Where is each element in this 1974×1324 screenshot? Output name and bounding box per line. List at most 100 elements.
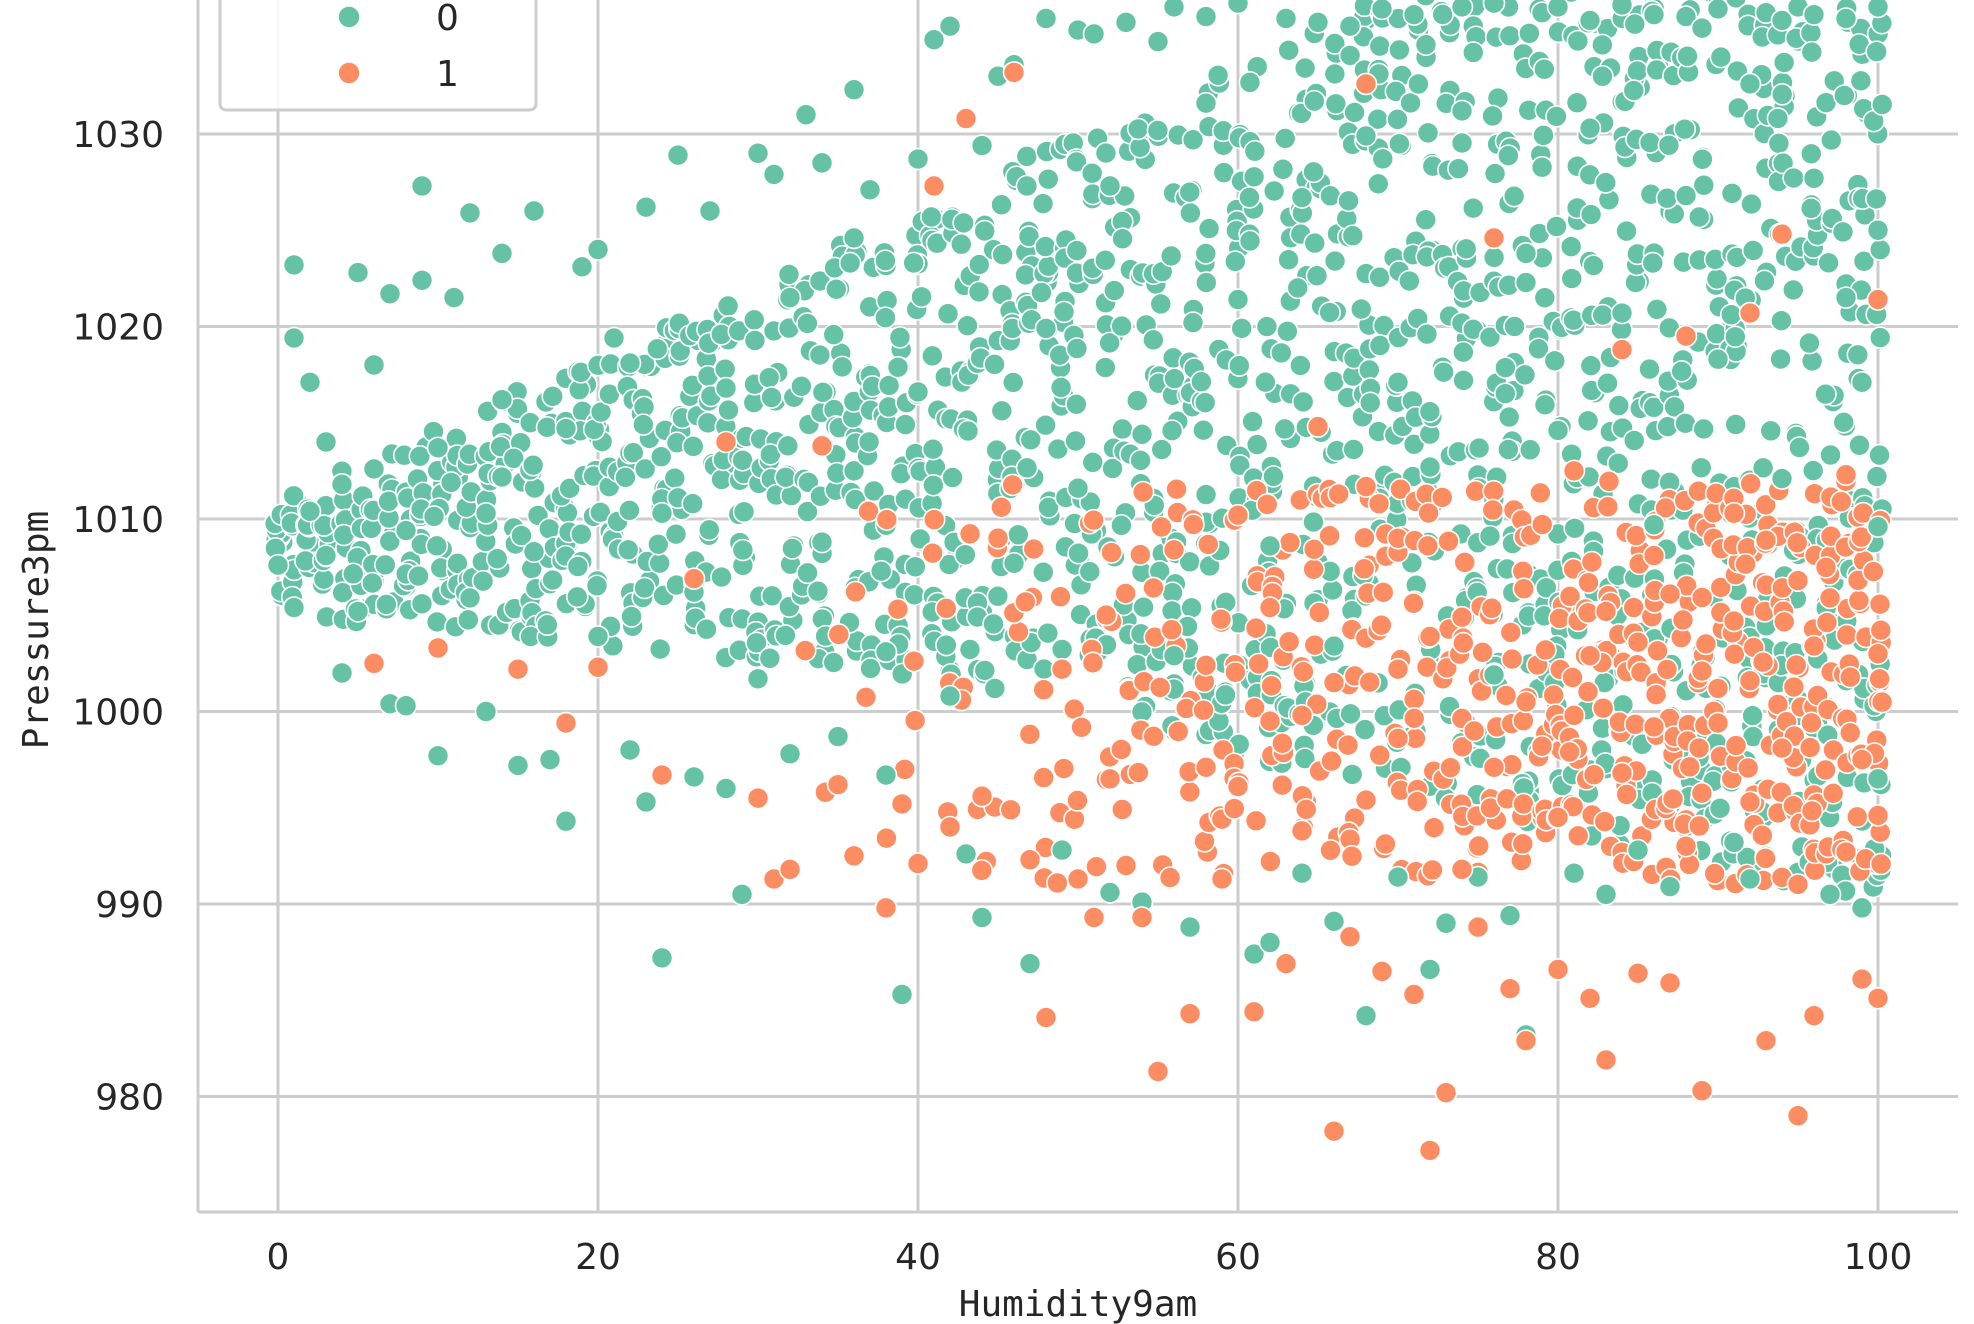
scatter-point-class-1 xyxy=(1194,653,1218,677)
scatter-point-class-0 xyxy=(890,983,914,1006)
scatter-point-class-0 xyxy=(408,444,432,468)
scatter-point-class-1 xyxy=(1258,709,1282,733)
scatter-point-class-0 xyxy=(1615,219,1638,243)
scatter-point-class-0 xyxy=(1111,227,1134,251)
scatter-point-class-0 xyxy=(745,631,768,655)
scatter-point-class-1 xyxy=(1182,513,1205,536)
scatter-point-class-1 xyxy=(1646,639,1669,663)
scatter-point-class-0 xyxy=(1461,196,1485,220)
scatter-point-class-0 xyxy=(1724,325,1747,349)
scatter-point-class-0 xyxy=(1030,281,1053,304)
scatter-point-class-0 xyxy=(1323,32,1347,55)
scatter-point-class-1 xyxy=(1302,557,1325,581)
scatter-point-class-0 xyxy=(796,500,819,523)
scatter-point-class-1 xyxy=(1371,581,1395,604)
scatter-point-class-0 xyxy=(717,398,740,422)
scatter-point-class-1 xyxy=(1453,551,1477,574)
scatter-point-class-0 xyxy=(602,326,626,350)
scatter-point-class-0 xyxy=(620,605,643,628)
scatter-point-class-0 xyxy=(1533,286,1557,310)
legend-marker xyxy=(337,61,361,85)
scatter-point-class-1 xyxy=(1014,590,1037,614)
scatter-point-class-0 xyxy=(902,251,925,275)
tick-labels: 0 20 40 60 80 100 980 990 1000 1010 1020 1030 xyxy=(72,115,1912,1278)
scatter-point-class-0 xyxy=(1078,560,1102,584)
scatter-point-class-0 xyxy=(1497,144,1520,167)
scatter-point-class-0 xyxy=(439,471,463,494)
scatter-point-class-0 xyxy=(1770,83,1794,106)
scatter-point-class-0 xyxy=(1192,418,1215,442)
scatter-point-class-1 xyxy=(1512,577,1536,601)
scatter-point-class-1 xyxy=(1158,866,1182,889)
scatter-point-class-0 xyxy=(1566,29,1590,53)
scatter-point-class-1 xyxy=(938,815,962,839)
scatter-point-class-1 xyxy=(903,709,927,732)
scatter-point-class-1 xyxy=(1244,616,1268,640)
scatter-point-class-0 xyxy=(1622,79,1646,102)
scatter-point-class-1 xyxy=(1178,1002,1202,1026)
scatter-point-class-1 xyxy=(1160,618,1183,642)
scatter-point-class-0 xyxy=(616,538,640,562)
scatter-point-class-1 xyxy=(1597,470,1621,493)
scatter-point-class-0 xyxy=(565,585,589,609)
scatter-point-class-0 xyxy=(877,374,901,397)
scatter-point-class-0 xyxy=(1276,320,1299,343)
scatter-point-class-0 xyxy=(1579,203,1603,226)
scatter-point-class-0 xyxy=(1759,419,1783,443)
scatter-point-class-0 xyxy=(1159,244,1183,268)
scatter-point-class-1 xyxy=(934,597,958,620)
scatter-point-class-1 xyxy=(970,859,994,882)
scatter-point-class-1 xyxy=(1405,790,1429,813)
scatter-point-class-0 xyxy=(1407,72,1430,96)
scatter-point-class-0 xyxy=(1037,496,1060,519)
scatter-point-class-0 xyxy=(1642,3,1666,26)
scatter-point-class-1 xyxy=(1002,61,1026,84)
scatter-point-class-1 xyxy=(1815,611,1839,634)
scatter-point-class-0 xyxy=(1864,187,1888,211)
scatter-point-class-1 xyxy=(1838,721,1862,745)
scatter-point-class-0 xyxy=(874,306,897,329)
scatter-point-class-0 xyxy=(1228,354,1251,377)
scatter-point-class-0 xyxy=(731,448,754,472)
scatter-point-class-0 xyxy=(1339,702,1362,726)
scatter-point-class-0 xyxy=(1852,249,1876,273)
scatter-point-class-0 xyxy=(908,527,932,551)
scatter-point-class-1 xyxy=(827,623,851,646)
scatter-point-class-0 xyxy=(956,419,980,443)
scatter-point-class-0 xyxy=(1719,303,1743,327)
scatter-point-class-1 xyxy=(714,430,738,454)
scatter-point-class-0 xyxy=(1818,883,1842,906)
scatter-point-class-1 xyxy=(1471,641,1494,664)
scatter-point-class-0 xyxy=(535,416,559,439)
scatter-point-class-1 xyxy=(1128,543,1152,566)
scatter-point-class-1 xyxy=(1514,1029,1538,1052)
scatter-point-class-1 xyxy=(1150,515,1173,539)
scatter-point-class-0 xyxy=(1450,131,1474,155)
scatter-point-class-0 xyxy=(1494,356,1517,379)
scatter-point-class-0 xyxy=(774,624,797,647)
scatter-point-class-0 xyxy=(1031,192,1055,215)
scatter-point-class-1 xyxy=(990,496,1013,519)
scatter-point-class-0 xyxy=(1850,896,1874,920)
scatter-point-class-0 xyxy=(1497,438,1520,461)
scatter-point-class-1 xyxy=(1320,749,1343,773)
scatter-point-class-1 xyxy=(1368,743,1392,767)
scatter-point-class-1 xyxy=(970,784,994,808)
scatter-point-class-0 xyxy=(1741,704,1764,727)
scatter-point-class-0 xyxy=(1146,119,1170,142)
scatter-point-class-1 xyxy=(1166,720,1190,743)
scatter-point-class-0 xyxy=(904,555,927,579)
scatter-point-class-1 xyxy=(1498,977,1522,1001)
scatter-point-class-0 xyxy=(1788,436,1811,459)
scatter-point-class-0 xyxy=(1751,456,1775,480)
scatter-point-class-0 xyxy=(1386,865,1410,889)
scatter-point-class-0 xyxy=(282,326,306,350)
scatter-point-class-1 xyxy=(1370,613,1393,637)
scatter-point-class-1 xyxy=(1290,704,1314,727)
scatter-point-class-0 xyxy=(1766,107,1790,130)
scatter-point-class-0 xyxy=(822,651,845,674)
scatter-point-class-0 xyxy=(920,205,943,229)
scatter-point-class-0 xyxy=(921,344,944,368)
scatter-point-class-0 xyxy=(970,906,994,929)
scatter-point-class-1 xyxy=(1626,630,1650,654)
